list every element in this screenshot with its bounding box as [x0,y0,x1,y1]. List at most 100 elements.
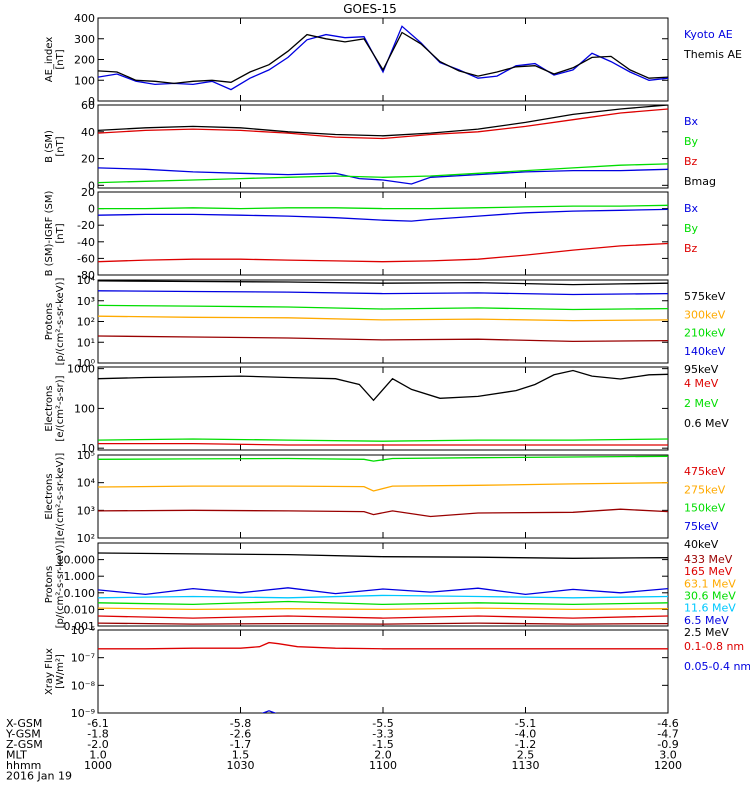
series-line-475kev [98,455,668,462]
panel-2: 0 20 40 60 B (SM) [nT] Bx By Bz Bmag [44,99,716,192]
legend-entry: 150keV [684,502,726,515]
legend-entry: By [684,222,699,235]
ephemeris-value: -6.1 [87,717,108,730]
series-line-0-05-0-4-nm [261,710,277,713]
ephemeris-row-label: MLT [6,749,27,762]
series-line-300kev [98,290,668,296]
y-axis-label: [W/m²] [55,654,66,689]
panel-6: 10² 10³ 10⁴ 10⁵ Electrons [e/(cm²-s-sr-keV)] 4… [44,449,726,551]
legend-entry: 300keV [684,308,726,321]
ephemeris-value: 2.0 [374,749,392,762]
legend-entry: 6.5 MeV [684,614,729,627]
y-axis-label: [p/(cm²-s-sr-keV)] [55,278,66,366]
ephemeris-value: -5.8 [230,717,251,730]
y-tick-label: 0 [88,203,95,216]
legend-entry: Bx [684,202,699,215]
y-tick-label: 400 [74,12,95,25]
panel-frame [97,17,669,102]
panel-frame [97,366,669,451]
series-line-165-mev [98,615,668,619]
ephemeris-value: -1.8 [87,728,108,741]
y-tick-label: 10³ [77,504,95,517]
series-line-bz [98,108,668,140]
series-line-bz [98,242,668,263]
y-axis-label: [nT] [55,49,66,69]
ephemeris-value: -1.2 [515,738,536,751]
series-line-bx [98,208,668,222]
y-tick-label: -40 [77,236,95,249]
series-line-bmag [98,105,668,137]
series-line-4-mev [98,442,668,446]
y-tick-label: 10⁴ [77,477,96,490]
ephemeris-value: 1.0 [89,749,107,762]
y-tick-label: 10⁻⁶ [71,624,96,637]
y-axis-label: [nT] [55,223,66,243]
y-tick-label: 300 [74,33,95,46]
chart-title: GOES-15 [343,2,397,16]
y-tick-label: 20 [81,186,95,199]
panel-frame [97,542,669,627]
legend-entry: 75keV [684,520,719,533]
legend-entry: 210keV [684,327,726,340]
y-tick-label: 40 [81,126,95,139]
y-axis-label: [e/(cm²-s-sr)] [55,375,66,441]
series-line-6-5-mev [98,587,668,596]
y-tick-label: 0 [88,95,95,108]
panel-8: 10⁻⁹ 10⁻⁸ 10⁻⁷ 10⁻⁶ Xray Flux [W/m²] 0.1-0.8 n… [44,624,750,720]
y-tick-label: 10⁰ [77,357,96,370]
ephemeris-value: 1000 [84,759,112,772]
y-tick-label: 100 [74,402,95,415]
y-axis-label: [p/(cm²-s-sr-keV)] [55,541,66,629]
legend-entry: 575keV [684,290,726,303]
legend-entry: 475keV [684,465,726,478]
panel-3: -80 -60 -40 -20 0 20 B (SM)-IGRF (SM) [nT] Bx By B… [44,186,699,282]
y-tick-label: 1.000 [64,570,96,583]
y-tick-label: 100 [74,74,95,87]
legend-entry: Themis AE [683,48,742,61]
ephemeris-value: -1.5 [372,738,393,751]
series-line-433-mev [98,622,668,625]
series-line-themis-ae [98,31,668,85]
series-line-575kev [98,280,668,286]
series-line-11-6-mev [98,594,668,599]
ephemeris-value: 1130 [512,759,540,772]
series-line-63-1-mev [98,607,668,611]
legend-entry: 4 MeV [684,377,719,390]
legend-entry: 2 MeV [684,397,719,410]
y-axis-label: Electrons [44,385,55,431]
y-tick-label: 0.100 [64,587,96,600]
panel-4: 10⁰ 10¹ 10² 10³ 10⁴ Protons [p/(cm²-s-sr-keV)]… [44,274,726,376]
y-tick-label: -80 [77,269,95,282]
y-axis-label: Electrons [44,473,55,519]
ephemeris-value: -5.5 [372,717,393,730]
ephemeris-value: -2.0 [87,738,108,751]
legend-entry: Bz [684,242,698,255]
legend-entry: 40keV [684,538,719,551]
legend-entry: Bz [684,155,698,168]
legend-entry: 63.1 MeV [684,577,736,590]
panel-frame [97,629,669,714]
ephemeris-value: 3.0 [659,749,677,762]
ephemeris-value: -2.6 [230,728,251,741]
series-line-210kev [98,304,668,311]
legend-entry: Bmag [684,175,716,188]
y-tick-label: -20 [77,219,95,232]
legend-entry: 140keV [684,345,726,358]
series-line-kyoto-ae [98,25,668,91]
ephemeris-value: 2.5 [517,749,535,762]
legend-entry: 433 MeV [684,553,733,566]
ephemeris-value: -3.3 [372,728,393,741]
legend-entry: 11.6 MeV [684,602,736,615]
series-line-0-1-0-8-nm [98,641,668,650]
y-tick-label: 10⁵ [77,449,95,462]
series-line-2-5-mev [98,552,668,559]
y-tick-label: 10³ [77,295,95,308]
y-tick-label: 10⁴ [77,274,96,287]
series-line-95kev [98,335,668,343]
series-line-by [98,204,668,210]
legend-entry: By [684,135,699,148]
ephemeris-row-label: Y-GSM [5,728,41,741]
y-tick-label: 1000 [67,363,95,376]
